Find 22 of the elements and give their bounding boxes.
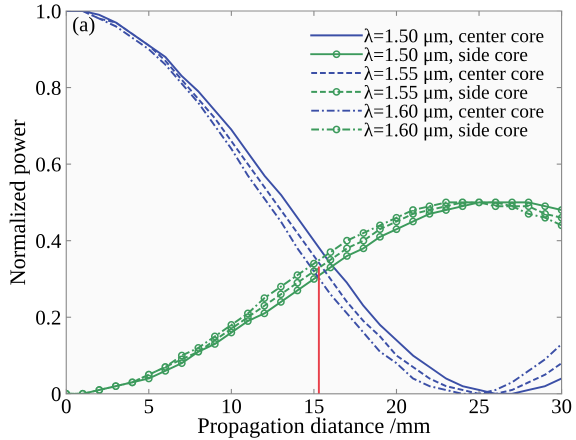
x-tick-label: 0 [62, 399, 71, 414]
x-tick-label: 30 [552, 399, 572, 414]
y-axis-title: Normalized power [10, 120, 30, 285]
x-tick-label: 25 [470, 399, 489, 414]
legend-label: λ=1.55 μm, side core [364, 84, 528, 103]
y-tick-label: 0 [52, 387, 61, 402]
legend-label: λ=1.55 μm, center core [364, 66, 544, 84]
x-axis-title: Propagation diatance /mm [198, 418, 430, 438]
legend-label: λ=1.50 μm, center core [364, 28, 544, 46]
annotation: (a) [73, 16, 94, 36]
y-tick-label: 0.2 [36, 310, 60, 325]
legend-label: λ=1.50 μm, side core [364, 47, 528, 66]
x-tick-label: 5 [144, 399, 154, 414]
x-tick-label: 10 [222, 399, 241, 414]
y-tick-label: 1.0 [37, 4, 61, 19]
y-tick-label: 0.8 [36, 80, 61, 96]
x-tick-label: 20 [386, 399, 406, 414]
x-tick-label: 15 [305, 399, 324, 414]
legend-label: λ=1.60 μm, center core [364, 104, 544, 122]
y-tick-label: 0.6 [36, 157, 61, 172]
legend-label: λ=1.60 μm, side core [364, 122, 528, 140]
y-tick-label: 0.4 [36, 234, 62, 248]
